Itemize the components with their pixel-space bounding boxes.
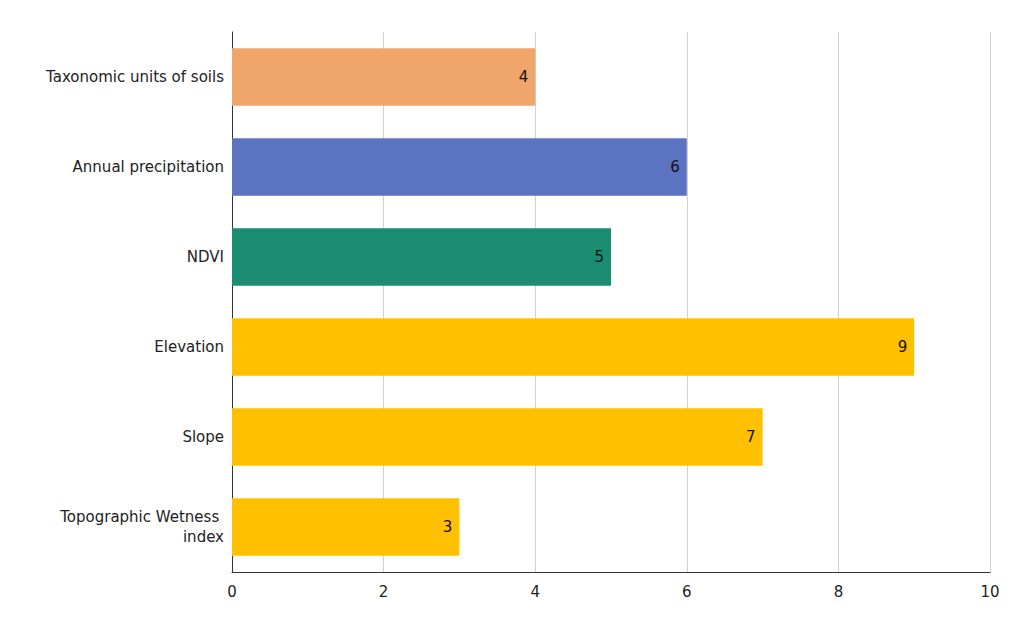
svg-text:Elevation: Elevation xyxy=(154,338,224,356)
svg-text:9: 9 xyxy=(898,338,908,356)
svg-text:2: 2 xyxy=(379,583,389,601)
svg-text:Taxonomic units of soils: Taxonomic units of soils xyxy=(45,68,224,86)
svg-text:Annual precipitation: Annual precipitation xyxy=(73,158,224,176)
svg-text:6: 6 xyxy=(682,583,692,601)
svg-text:Topographic Wetness: Topographic Wetness xyxy=(59,508,224,526)
svg-text:10: 10 xyxy=(980,583,999,601)
svg-text:5: 5 xyxy=(594,248,604,266)
svg-text:4: 4 xyxy=(530,583,540,601)
svg-text:index: index xyxy=(183,528,224,546)
svg-text:8: 8 xyxy=(834,583,844,601)
svg-text:7: 7 xyxy=(746,428,756,446)
svg-text:4: 4 xyxy=(519,68,529,86)
svg-text:0: 0 xyxy=(227,583,237,601)
svg-text:3: 3 xyxy=(443,518,453,536)
svg-text:Slope: Slope xyxy=(182,428,224,446)
svg-text:NDVI: NDVI xyxy=(187,248,224,266)
svg-text:6: 6 xyxy=(670,158,680,176)
